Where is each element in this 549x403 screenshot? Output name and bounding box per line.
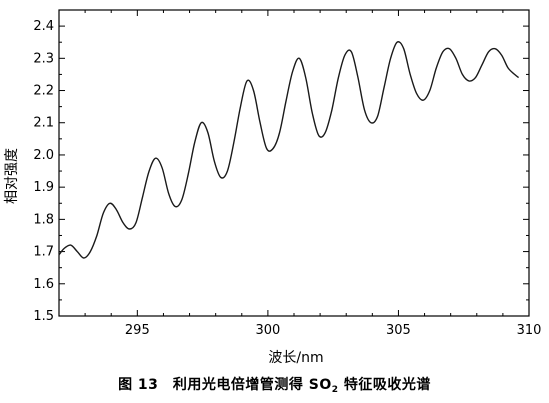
y-tick-label: 2.4 [33, 19, 54, 34]
y-tick-label: 2.0 [33, 148, 54, 163]
y-tick-label: 1.6 [33, 277, 54, 292]
x-tick-label: 305 [386, 323, 411, 338]
y-tick-label: 1.9 [33, 180, 54, 195]
x-axis-title: 波长/nm [268, 350, 323, 366]
plot-frame [58, 9, 530, 317]
plot-frame-group [58, 9, 530, 317]
y-tick-label: 1.8 [33, 212, 54, 227]
y-tick-label: 2.3 [33, 51, 54, 66]
y-tick-label: 2.2 [33, 84, 54, 99]
x-axis-ticks: 295 300 305 310 [58, 10, 542, 338]
y-axis-title: 相对强度 [4, 148, 20, 204]
figure-caption: 图 13 利用光电倍增管测得 SO2 特征吸收光谱 [0, 374, 549, 395]
x-tick-label: 300 [255, 323, 280, 338]
y-tick-label: 1.5 [33, 309, 54, 324]
series-line [58, 41, 520, 259]
y-tick-label: 2.1 [33, 116, 54, 131]
caption-subscript: 2 [331, 385, 339, 395]
x-tick-label: 310 [517, 323, 542, 338]
caption-prefix: 图 13 利用光电倍增管测得 SO [118, 377, 332, 393]
y-axis-ticks: 1.5 1.6 1.7 1.8 1.9 2.0 2.1 2.2 2.3 2.4 [33, 19, 529, 324]
y-tick-label: 1.7 [33, 245, 54, 260]
caption-suffix: 特征吸收光谱 [338, 377, 431, 393]
series-group [58, 41, 520, 259]
x-tick-label: 295 [125, 323, 150, 338]
